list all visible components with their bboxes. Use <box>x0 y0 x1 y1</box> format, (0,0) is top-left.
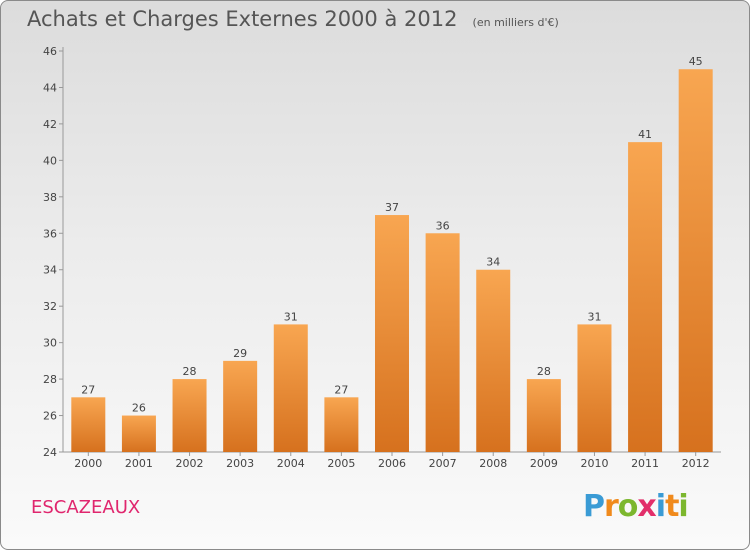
y-tick-label: 28 <box>43 373 57 386</box>
bar-value-label: 34 <box>486 256 500 269</box>
bar <box>375 215 409 452</box>
x-tick-label: 2002 <box>176 457 204 470</box>
bar-value-label: 45 <box>689 55 703 68</box>
x-tick-label: 2006 <box>378 457 406 470</box>
bar <box>425 233 460 452</box>
bar <box>324 397 359 452</box>
y-tick-label: 44 <box>43 81 57 94</box>
y-tick-label: 38 <box>43 191 57 204</box>
x-tick-label: 2010 <box>580 457 608 470</box>
bar-value-label: 26 <box>132 402 146 415</box>
bar-value-label: 27 <box>81 383 95 396</box>
x-tick-label: 2003 <box>226 457 254 470</box>
bar-value-label: 28 <box>183 365 197 378</box>
y-tick-label: 34 <box>43 264 57 277</box>
bar <box>273 324 308 452</box>
proxiti-logo: Proxiti <box>583 489 689 524</box>
y-tick-label: 42 <box>43 118 57 131</box>
x-tick-label: 2012 <box>682 457 710 470</box>
x-tick-label: 2000 <box>74 457 102 470</box>
bar <box>476 269 511 452</box>
y-tick-label: 30 <box>43 337 57 350</box>
y-tick-label: 32 <box>43 300 57 313</box>
x-tick-label: 2007 <box>429 457 457 470</box>
bar <box>526 379 561 452</box>
bar-value-label: 28 <box>537 365 551 378</box>
chart-title: Achats et Charges Externes 2000 à 2012 <box>27 7 458 31</box>
x-tick-label: 2009 <box>530 457 558 470</box>
y-tick-label: 36 <box>43 227 57 240</box>
bar <box>223 360 258 452</box>
commune-name: ESCAZEAUX <box>31 497 141 518</box>
x-tick-label: 2001 <box>125 457 153 470</box>
y-tick-label: 46 <box>43 45 57 58</box>
bar <box>172 379 207 452</box>
bar-value-label: 27 <box>334 383 348 396</box>
y-tick-label: 26 <box>43 410 57 423</box>
y-tick-label: 40 <box>43 154 57 167</box>
chart-unit: (en milliers d'€) <box>472 16 559 29</box>
bar-value-label: 31 <box>587 310 601 323</box>
y-tick-label: 24 <box>43 446 57 459</box>
bar <box>577 324 612 452</box>
bar-value-label: 37 <box>385 201 399 214</box>
bar-value-label: 31 <box>284 310 298 323</box>
bar <box>678 69 713 453</box>
bar <box>628 142 663 453</box>
bar-value-label: 36 <box>436 219 450 232</box>
x-tick-label: 2008 <box>479 457 507 470</box>
x-tick-label: 2004 <box>277 457 305 470</box>
bar <box>71 397 106 452</box>
x-tick-label: 2005 <box>327 457 355 470</box>
bar <box>121 415 156 452</box>
bar-value-label: 41 <box>638 128 652 141</box>
chart-title-block: Achats et Charges Externes 2000 à 2012 (… <box>27 7 559 31</box>
x-tick-label: 2011 <box>631 457 659 470</box>
bar-value-label: 29 <box>233 347 247 360</box>
